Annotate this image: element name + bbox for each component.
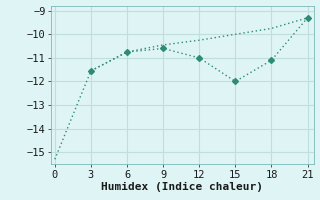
X-axis label: Humidex (Indice chaleur): Humidex (Indice chaleur)	[101, 182, 263, 192]
